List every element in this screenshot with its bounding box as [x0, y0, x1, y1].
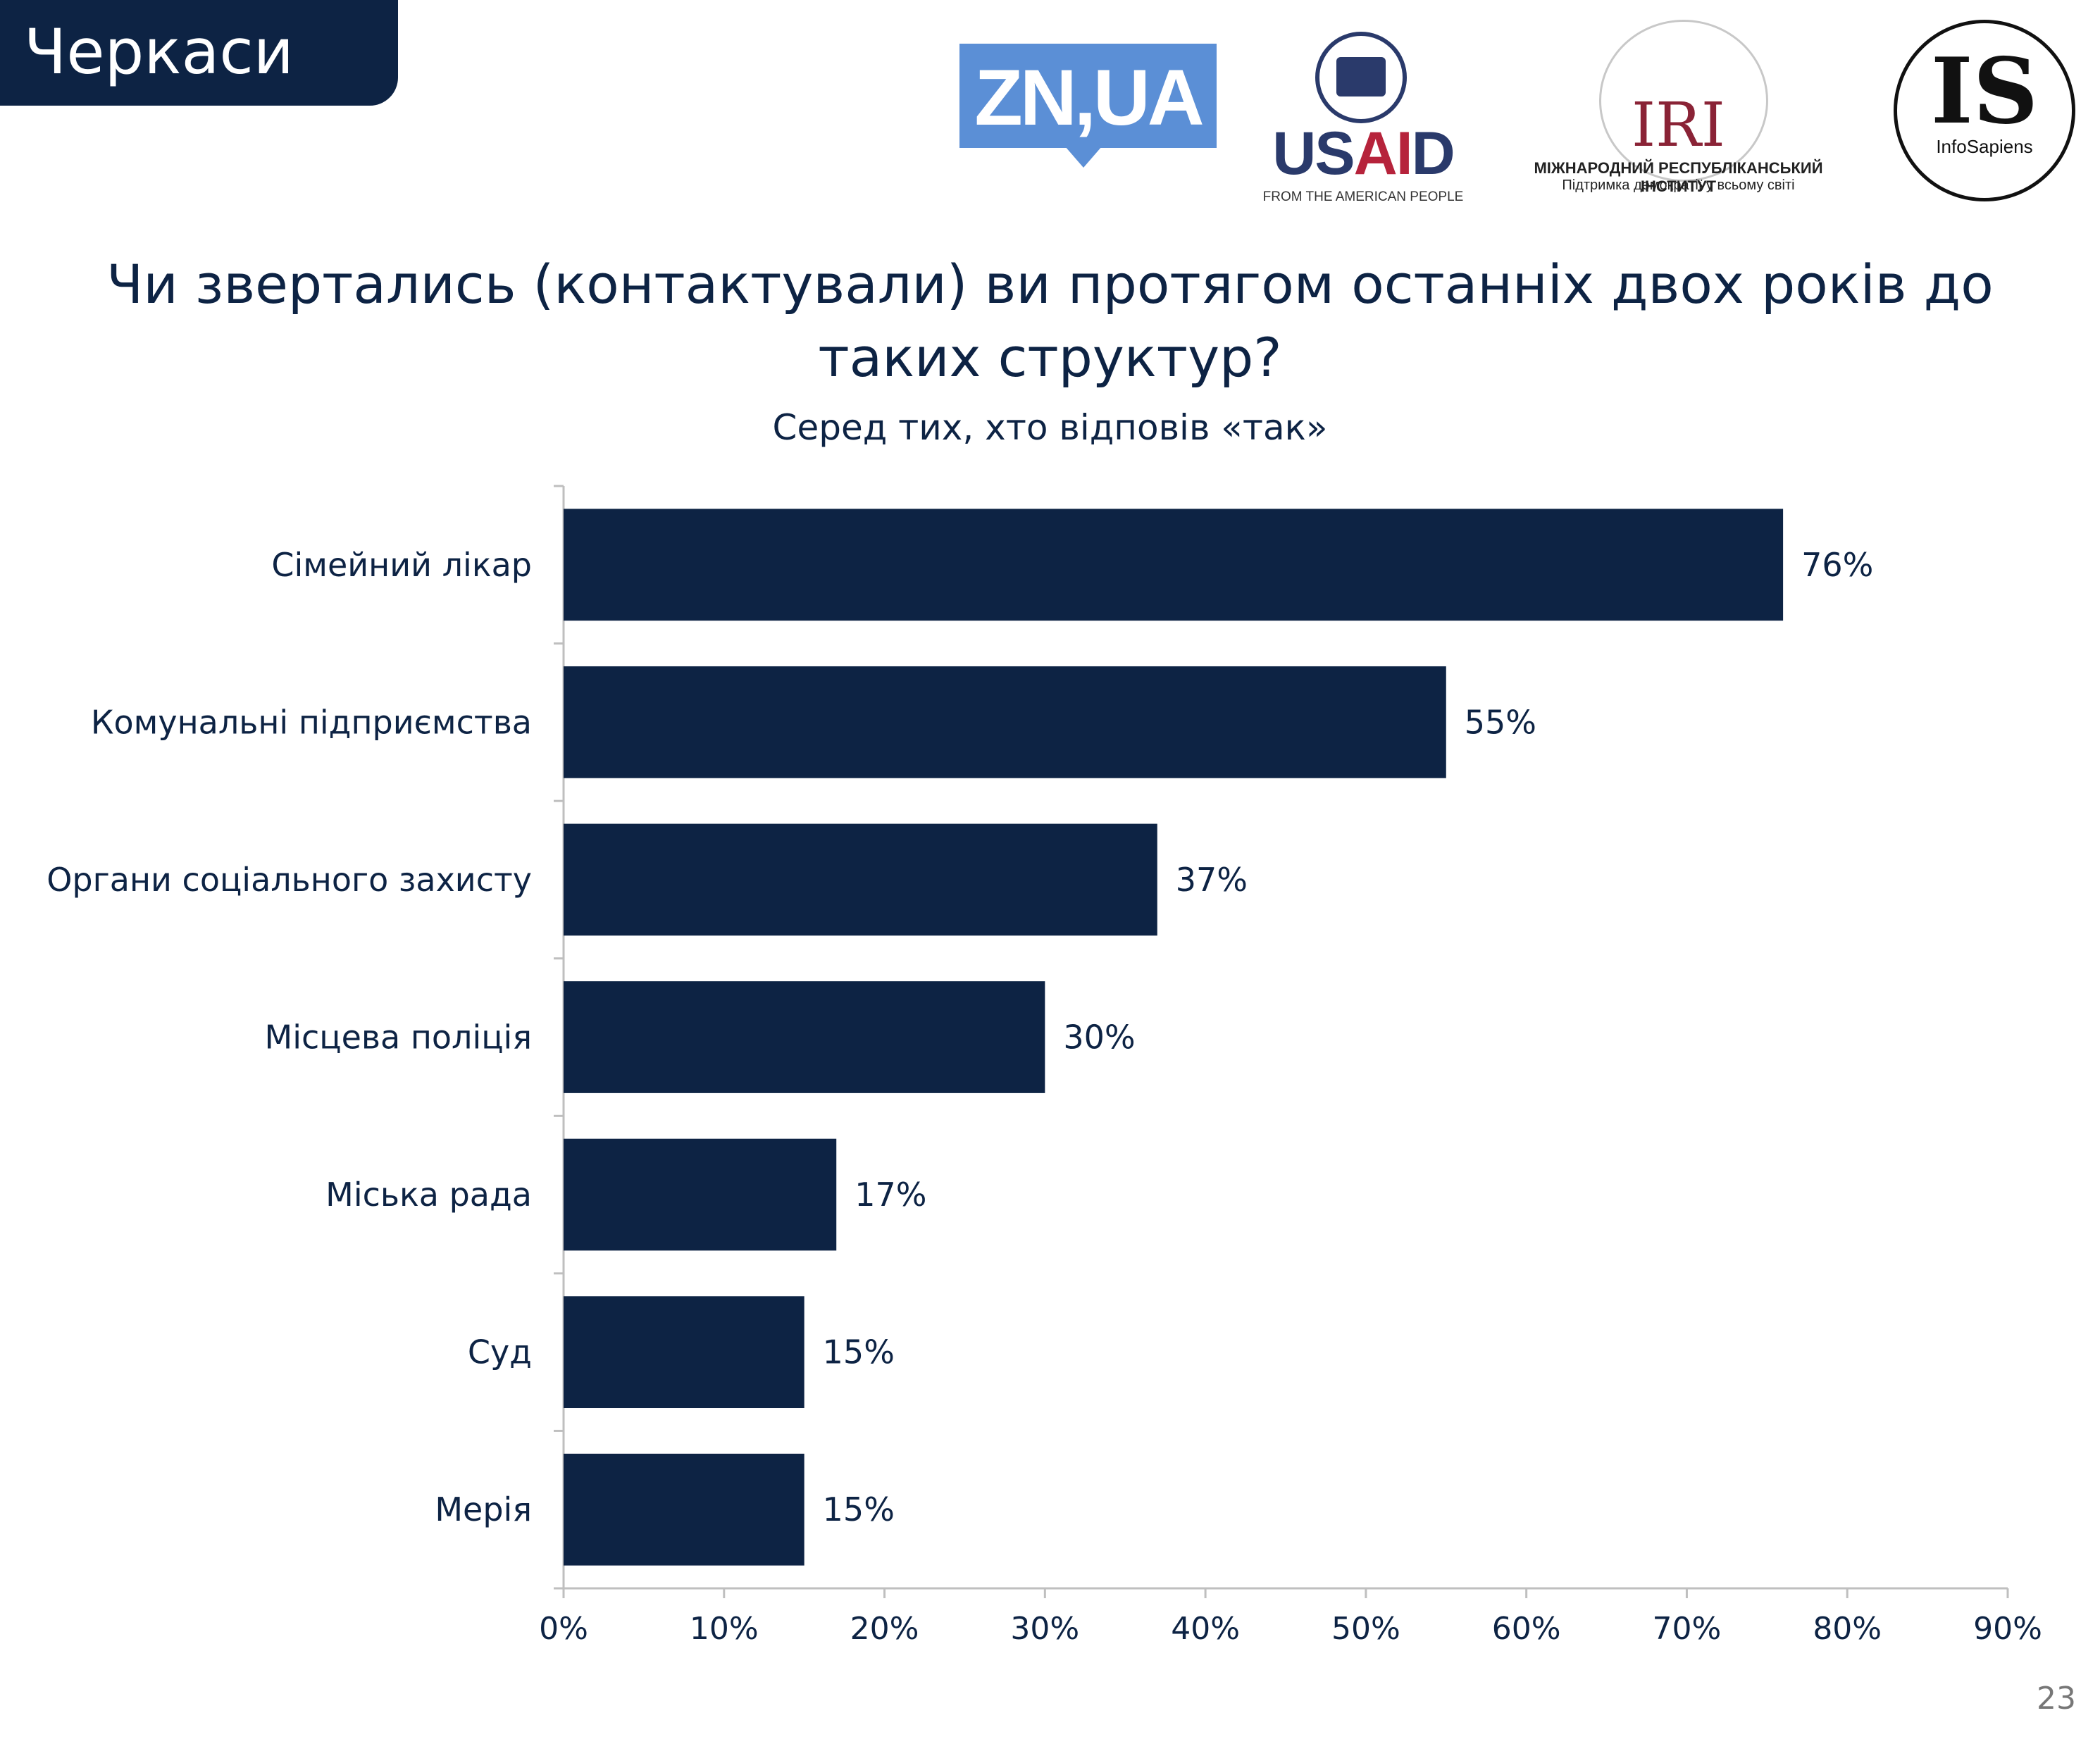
iri-logo: IRI МІЖНАРОДНИЙ РЕСПУБЛІКАНСЬКИЙ ІНСТИТУ…: [1501, 20, 1856, 210]
category-label: Місцева поліція: [265, 1019, 532, 1057]
data-label: 15%: [823, 1490, 895, 1528]
zn-ua-logo: ZN,UA: [959, 44, 1217, 168]
bar: [564, 666, 1446, 778]
data-label: 17%: [855, 1176, 926, 1214]
category-label: Органи соціального захисту: [46, 861, 532, 899]
globe-icon: [1599, 20, 1768, 182]
bar: [564, 981, 1045, 1093]
page-number: 23: [2037, 1681, 2076, 1717]
x-tick-label: 50%: [1331, 1611, 1400, 1647]
zn-ua-logo-tail: [1065, 147, 1102, 168]
data-label: 76%: [1801, 546, 1873, 584]
bar: [564, 1138, 837, 1251]
category-label: Сімейний лікар: [271, 546, 532, 584]
x-tick-label: 90%: [1973, 1611, 2042, 1647]
chart-title: Чи звертались (контактували) ви протягом…: [106, 253, 1994, 389]
region-label: Черкаси: [24, 15, 294, 88]
x-tick-label: 30%: [1010, 1611, 1079, 1647]
bar: [564, 823, 1157, 936]
category-label: Мерія: [435, 1490, 532, 1528]
x-tick-label: 80%: [1813, 1611, 1882, 1647]
category-label: Суд: [468, 1333, 532, 1371]
x-tick-label: 70%: [1653, 1611, 1722, 1647]
category-label: Міська рада: [325, 1176, 532, 1214]
x-tick-label: 40%: [1171, 1611, 1240, 1647]
category-label: Комунальні підприємства: [91, 703, 532, 741]
data-label: 30%: [1063, 1019, 1135, 1057]
x-tick-label: 0%: [539, 1611, 588, 1647]
iri-wordmark: IRI: [1632, 90, 1725, 161]
bar: [564, 1453, 804, 1566]
usaid-logo: USAID FROM THE AMERICAN PEOPLE: [1257, 32, 1469, 204]
bar: [564, 509, 1784, 621]
bar: [564, 1296, 804, 1409]
region-tab: Черкаси: [0, 0, 398, 106]
x-tick-label: 10%: [690, 1611, 759, 1647]
data-label: 37%: [1176, 861, 1248, 899]
data-label: 15%: [823, 1333, 895, 1371]
usaid-wordmark: USAID: [1272, 120, 1455, 187]
usaid-tagline: FROM THE AMERICAN PEOPLE: [1262, 189, 1464, 204]
usaid-seal-icon: [1315, 32, 1407, 123]
x-tick-label: 20%: [850, 1611, 919, 1647]
infosapiens-logo: IS InfoSapiens: [1894, 20, 2075, 201]
iri-line2: Підтримка демократії у всьому світі: [1562, 177, 1795, 193]
infosapiens-monogram: IS: [1930, 39, 2039, 144]
data-label: 55%: [1465, 703, 1536, 741]
infosapiens-name: InfoSapiens: [1936, 136, 2033, 157]
chart-subtitle: Серед тих, хто відповів «так»: [772, 407, 1328, 448]
zn-ua-logo-text: ZN,UA: [974, 54, 1204, 142]
iri-line1: МІЖНАРОДНИЙ РЕСПУБЛІКАНСЬКИЙ ІНСТИТУТ: [1534, 159, 1823, 195]
x-tick-label: 60%: [1492, 1611, 1561, 1647]
